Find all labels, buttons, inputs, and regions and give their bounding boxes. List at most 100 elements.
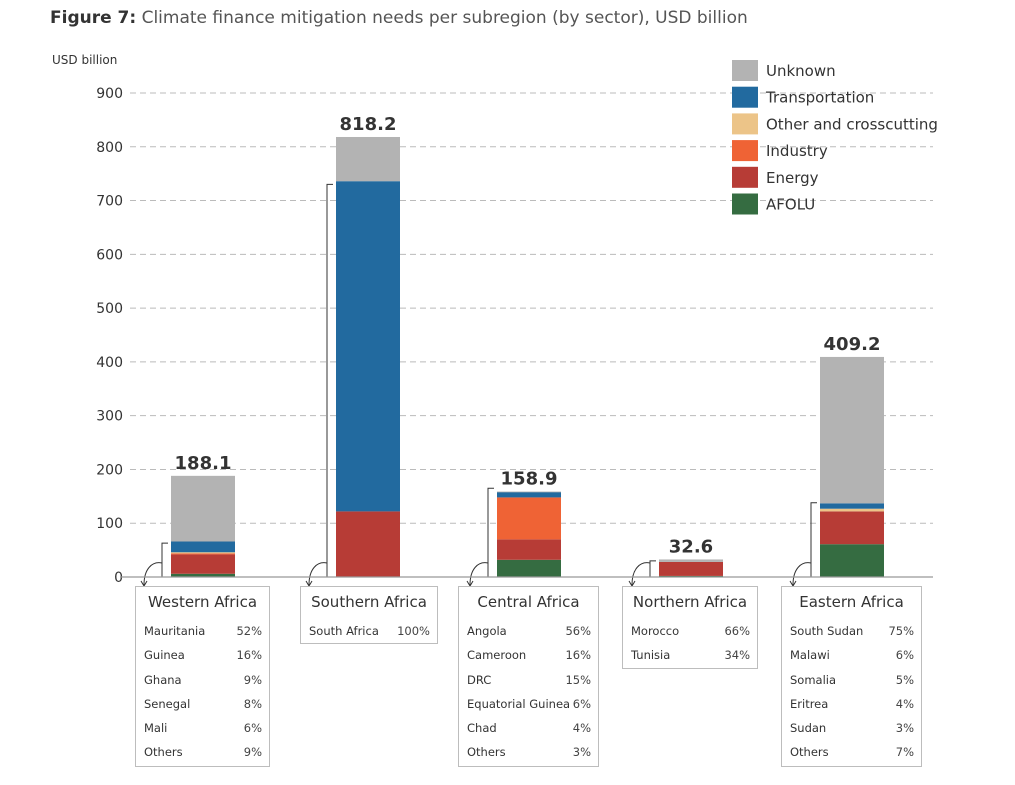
bracket [326,183,333,578]
country-share: 6% [895,648,914,663]
y-axis-label: USD billion [52,53,117,67]
country-name: South Sudan [790,624,864,638]
bar-segment-unknown [659,559,723,562]
bracket [161,542,168,578]
country-name: DRC [467,672,492,687]
table-row: Mali 6% [136,716,269,740]
legend-swatch-unknown [732,60,758,81]
bar-total-label: 188.1 [175,453,232,474]
legend-swatch-afolu [732,193,758,215]
bracket [810,502,817,578]
table-row: DRC 15% [459,668,598,692]
table-row: Angola 56% [459,619,598,643]
country-name: Sudan [790,721,827,736]
country-share: 66% [724,624,750,638]
bar-total-label: 32.6 [669,536,713,557]
y-tick-label: 700 [96,194,123,210]
bar-segment-afolu [497,559,561,577]
figure-title: Figure 7: Climate finance mitigation nee… [50,8,748,28]
bar-segment-energy [820,511,884,545]
country-name: Senegal [144,696,191,711]
bracket-arrow [143,562,163,586]
country-name: Angola [467,624,507,638]
y-tick-label: 800 [96,140,123,156]
table-row: Others 3% [459,740,598,764]
legend-swatch-energy [732,166,758,188]
bracket [487,487,494,578]
country-share: 7% [895,745,914,760]
bar-segment-energy [336,511,400,577]
country-table-western-africa: Western Africa Mauritania 52% Guinea 16% Ghan… [135,586,270,767]
country-name: Others [467,745,506,760]
country-share: 15% [565,672,591,687]
country-share: 3% [572,745,591,760]
table-row: Others 7% [782,740,921,764]
table-row: South Africa 100% [301,619,437,643]
legend-label: Unknown [766,62,836,80]
table-row: Malawi 6% [782,643,921,667]
table-row: Chad 4% [459,716,598,740]
table-row: Equatorial Guinea 6% [459,692,598,716]
country-name: Others [144,745,183,760]
bar-segment-transportation [336,181,400,512]
y-tick-label: 900 [96,86,123,102]
y-tick-label: 100 [96,516,123,532]
table-title: Eastern Africa [799,593,904,611]
country-share: 8% [243,696,262,711]
bar-segment-industry [171,553,235,555]
table-title: Central Africa [477,593,580,611]
country-name: South Africa [309,624,379,638]
bracket-arrow [792,562,812,586]
country-name: Malawi [790,648,830,663]
country-name: Mauritania [144,624,206,638]
table-title: Southern Africa [311,593,427,611]
country-share: 5% [895,672,914,687]
country-name: Morocco [631,624,680,638]
country-name: Mali [144,721,168,736]
country-share: 9% [243,672,262,687]
country-share: 56% [565,624,591,638]
table-row: Others 9% [136,740,269,764]
y-tick-label: 500 [96,301,123,317]
country-name: Guinea [144,648,185,663]
country-name: Others [790,745,829,760]
country-share: 6% [572,696,591,711]
bar-segment-afolu [820,544,884,577]
table-row: Tunisia 34% [623,643,757,667]
country-name: Somalia [790,672,837,687]
y-tick-label: 200 [96,462,123,478]
table-row: Sudan 3% [782,716,921,740]
figure-label: Figure 7: [50,8,137,28]
country-name: Ghana [144,672,182,687]
y-tick-label: 400 [96,355,123,371]
country-table-northern-africa: Northern Africa Morocco 66% Tunisia 34% [622,586,758,669]
country-table-southern-africa: Southern Africa South Africa 100% [300,586,438,644]
bracket-arrow [308,562,328,586]
bar-segment-transportation [497,492,561,498]
country-name: Cameroon [467,648,527,663]
country-share: 6% [243,721,262,736]
legend-label: Energy [766,169,819,187]
table-row: Senegal 8% [136,692,269,716]
y-tick-label: 0 [114,570,123,586]
country-table-eastern-africa: Eastern Africa South Sudan 75% Malawi 6% Soma… [781,586,922,767]
figure-title-text: Climate finance mitigation needs per sub… [141,8,748,28]
bar-total-label: 409.2 [824,334,881,355]
bar-segment-industry [497,497,561,540]
table-title: Northern Africa [632,593,748,611]
country-share: 34% [724,648,750,663]
y-tick-label: 600 [96,247,123,263]
country-share: 3% [895,721,914,736]
table-row: Eritrea 4% [782,692,921,716]
bars: 188.1 818.2 158.9 32.6 409.2 [171,114,884,577]
bar-segment-unknown [171,475,235,542]
legend-label: Transportation [765,89,874,107]
bar-segment-unknown [820,356,884,504]
y-axis-ticks: 0 100 200 300 400 500 600 700 800 900 [96,86,123,586]
table-row: Guinea 16% [136,643,269,667]
country-share: 52% [236,624,262,638]
country-share: 16% [236,648,262,663]
legend-label: Other and crosscutting [766,115,938,133]
table-row: Ghana 9% [136,668,269,692]
